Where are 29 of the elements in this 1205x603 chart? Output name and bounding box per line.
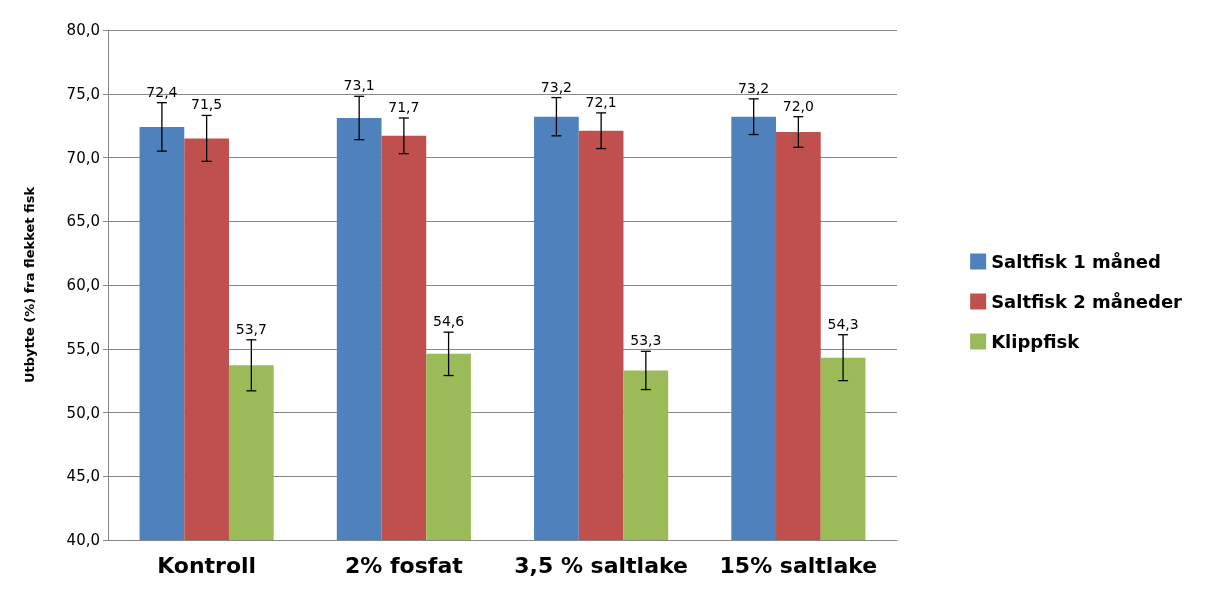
data-label: 73,1 (343, 77, 375, 94)
data-label: 53,3 (630, 332, 662, 349)
data-label: 73,2 (540, 78, 572, 95)
y-tick-label: 65,0 (66, 212, 100, 231)
legend-label: Saltfisk 2 måneder (991, 291, 1183, 312)
x-tick-label: 3,5 % saltlake (514, 552, 688, 578)
x-tick-label: 15% saltlake (719, 552, 878, 578)
y-axis-title: Utbytte (%) fra flekket fisk (22, 186, 37, 384)
data-label: 72,0 (782, 97, 814, 114)
y-tick-label: 75,0 (66, 84, 100, 103)
x-tick-label: Kontroll (157, 552, 257, 578)
y-tick-label: 50,0 (66, 403, 100, 422)
x-tick-label: 2% fosfat (345, 552, 464, 578)
data-label: 73,2 (738, 79, 770, 96)
y-tick-label: 55,0 (66, 339, 100, 358)
y-tick-label: 40,0 (66, 531, 100, 549)
data-label: 71,7 (388, 98, 420, 115)
y-tick-label: 60,0 (66, 276, 100, 294)
data-label: 71,5 (191, 96, 223, 113)
legend-label: Saltfisk 1 måned (991, 251, 1161, 272)
y-tick-label: 45,0 (66, 467, 100, 486)
legend-label: Klippfisk (991, 331, 1081, 352)
data-label: 53,7 (235, 320, 267, 337)
data-label: 72,1 (585, 93, 617, 110)
data-label: 54,3 (827, 315, 859, 332)
data-label: 54,6 (433, 313, 465, 330)
data-label: 72,4 (146, 83, 178, 100)
y-tick-label: 80,0 (66, 21, 100, 39)
y-tick-label: 70,0 (66, 148, 100, 167)
